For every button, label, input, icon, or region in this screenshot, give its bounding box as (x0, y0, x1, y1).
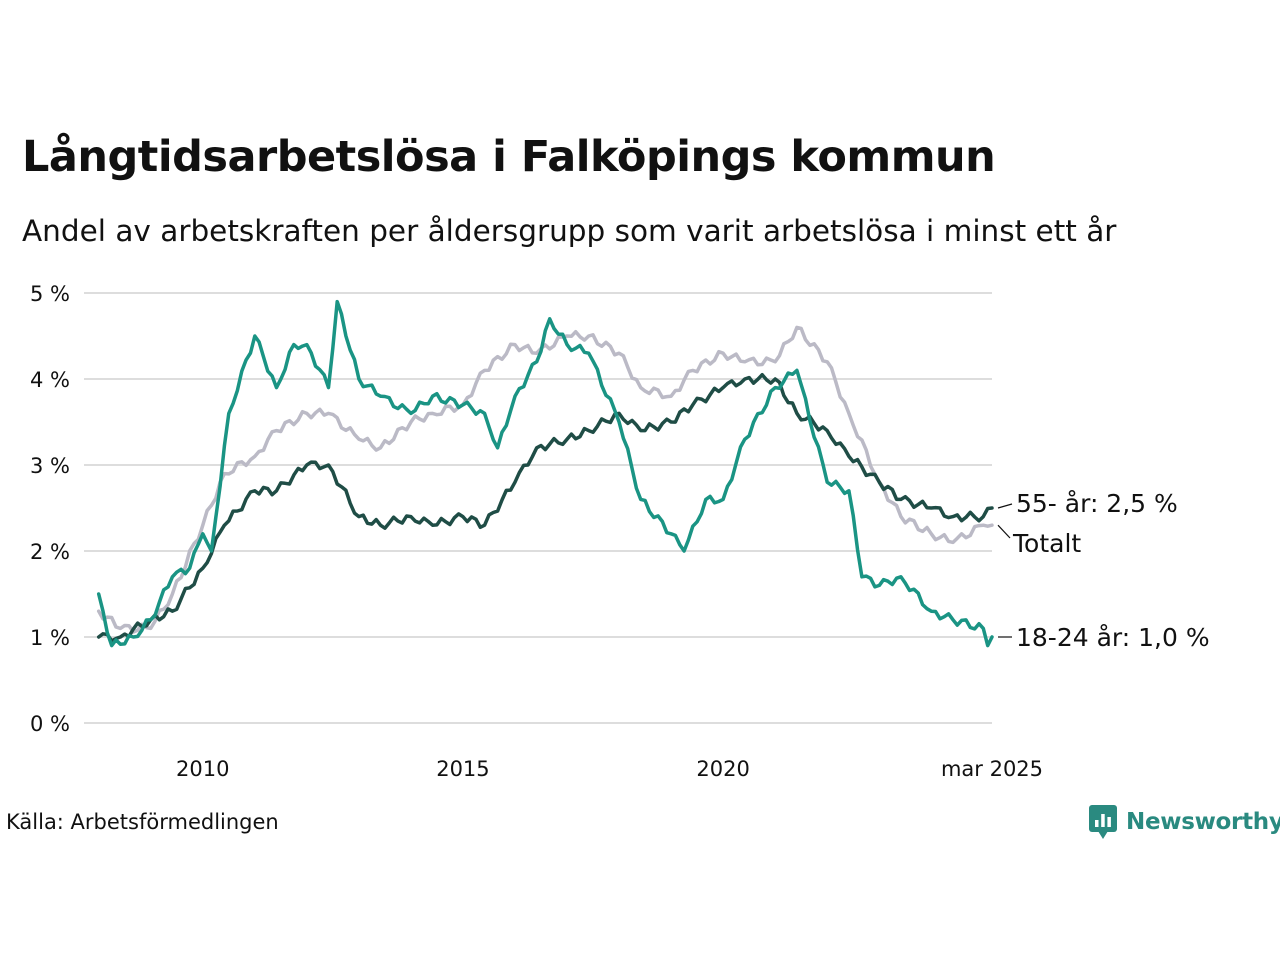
y-tick-label-5: 5 % (30, 282, 70, 306)
end-label-totalt-leader (997, 524, 1011, 539)
end-label-totalt: Totalt (1012, 529, 1081, 558)
series-line-55-ar (96, 372, 994, 643)
y-tick-label-1: 1 % (30, 626, 70, 650)
series-line-18-24-ar (96, 299, 994, 648)
end-label-55-ar: 55- år: 2,5 % (1016, 489, 1178, 518)
brand-name: Newsworthy (1126, 809, 1280, 835)
brand-logo[interactable]: Newsworthy (1088, 804, 1280, 840)
y-tick-label-2: 2 % (30, 540, 70, 564)
source-note: Källa: Arbetsförmedlingen (6, 810, 279, 834)
y-tick-label-4: 4 % (30, 368, 70, 392)
x-tick-label-2010: 2010 (176, 757, 229, 781)
end-label-18-24-ar: 18-24 år: 1,0 % (1016, 623, 1210, 652)
x-tick-label-mar-2025: mar 2025 (941, 757, 1043, 781)
chart-title: Långtidsarbetslösa i Falköpings kommun (22, 132, 996, 182)
x-tick-label-2015: 2015 (436, 757, 489, 781)
x-tick-label-2020: 2020 (696, 757, 749, 781)
chart-subtitle: Andel av arbetskraften per åldersgrupp s… (22, 214, 1117, 248)
newsworthy-logo-icon (1089, 805, 1117, 839)
series-line-totalt (96, 325, 994, 634)
y-tick-label-0: 0 % (30, 712, 70, 736)
y-tick-label-3: 3 % (30, 454, 70, 478)
end-label-55-ar-leader (997, 503, 1013, 509)
